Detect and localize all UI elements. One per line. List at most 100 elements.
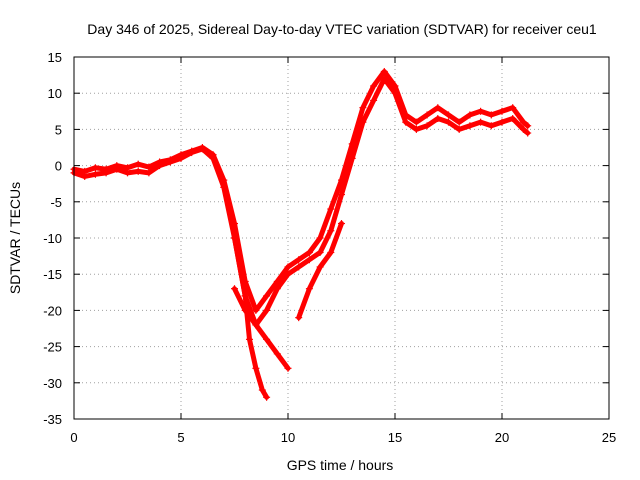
data-point: [338, 220, 345, 228]
data-point: [316, 248, 324, 256]
data-point: [198, 145, 206, 153]
x-tick-label: 10: [281, 430, 295, 445]
data-point: [466, 122, 474, 130]
data-point: [284, 364, 292, 372]
y-tick-label: -20: [43, 303, 62, 318]
data-point: [487, 122, 495, 130]
data-point: [273, 350, 281, 358]
data-point: [231, 234, 238, 242]
data-point: [466, 111, 474, 119]
data-point: [166, 158, 174, 166]
data-point: [241, 306, 249, 314]
y-tick-label: 0: [55, 159, 62, 174]
x-tick-label: 20: [495, 430, 509, 445]
data-point: [338, 191, 345, 199]
data-point: [284, 270, 292, 278]
data-point: [252, 321, 260, 329]
chart-title: Day 346 of 2025, Sidereal Day-to-day VTE…: [87, 21, 597, 37]
data-point: [327, 205, 335, 213]
y-tick-label: -15: [43, 267, 62, 282]
series-track-a: [71, 68, 531, 313]
data-point: [124, 169, 131, 177]
data-point: [102, 169, 110, 177]
data-point: [273, 285, 281, 293]
data-point: [359, 104, 367, 112]
data-point: [91, 164, 99, 172]
data-point: [188, 149, 196, 157]
data-point: [434, 104, 442, 112]
y-axis-label: SDTVAR / TECUs: [7, 182, 23, 294]
x-axis-label: GPS time / hours: [287, 457, 394, 473]
data-point: [519, 118, 527, 126]
data-point: [327, 227, 335, 235]
data-point: [524, 122, 532, 130]
data-point: [220, 183, 228, 191]
x-tick-label: 25: [602, 430, 616, 445]
data-point: [524, 129, 532, 137]
data-point: [519, 125, 527, 133]
series-track-c: [232, 235, 270, 400]
data-point: [445, 111, 452, 119]
data-point: [284, 263, 292, 271]
data-point: [434, 115, 442, 123]
axis-ticks: 0 5 10 15 20 25 -35 -30 -25 -20 -15 -10 -5 0 5 10 15: [43, 50, 616, 445]
data-point: [295, 263, 303, 271]
y-tick-label: -25: [43, 340, 62, 355]
y-tick-label: -10: [43, 231, 62, 246]
data-point: [477, 107, 485, 115]
data-point: [134, 167, 142, 175]
data-point: [423, 111, 431, 119]
data-point: [241, 292, 249, 300]
x-tick-label: 15: [388, 430, 402, 445]
data-point: [498, 118, 506, 126]
data-point: [295, 314, 303, 322]
data-point: [81, 172, 89, 180]
data-point: [316, 234, 324, 242]
data-point: [258, 386, 266, 394]
data-point: [327, 248, 335, 256]
data-point: [156, 162, 164, 170]
data-point: [423, 122, 431, 130]
data-point: [380, 67, 388, 75]
data-point: [263, 292, 271, 300]
series-track-d: [232, 286, 291, 371]
data-point: [263, 335, 271, 343]
data-point: [455, 125, 463, 133]
data-point: [391, 89, 399, 97]
data-point: [445, 118, 452, 126]
data-point: [402, 118, 410, 126]
data-point: [498, 107, 506, 115]
data-point: [348, 154, 356, 162]
data-point: [295, 256, 303, 264]
data-point: [305, 248, 313, 256]
data-point: [134, 160, 142, 168]
data-series: [70, 67, 532, 401]
series-track-b: [71, 76, 531, 328]
data-point: [412, 125, 420, 133]
data-point: [252, 364, 260, 372]
grid-lines: [74, 57, 609, 419]
data-point: [209, 154, 217, 162]
data-point: [305, 285, 313, 293]
y-tick-label: 15: [48, 50, 62, 65]
data-point: [177, 154, 185, 162]
x-tick-label: 0: [70, 430, 77, 445]
data-point: [412, 118, 420, 126]
data-point: [145, 169, 153, 177]
data-point: [477, 118, 485, 126]
data-point: [305, 256, 313, 264]
data-point: [370, 82, 378, 90]
data-point: [509, 104, 517, 112]
data-point: [316, 263, 324, 271]
data-point: [455, 118, 463, 126]
data-point: [370, 96, 378, 104]
data-point: [487, 111, 495, 119]
data-point: [263, 393, 271, 401]
data-point: [380, 75, 388, 83]
y-tick-label: -30: [43, 376, 62, 391]
data-point: [359, 118, 367, 126]
y-tick-label: 10: [48, 86, 62, 101]
data-point: [263, 306, 271, 314]
y-tick-label: -5: [50, 195, 62, 210]
